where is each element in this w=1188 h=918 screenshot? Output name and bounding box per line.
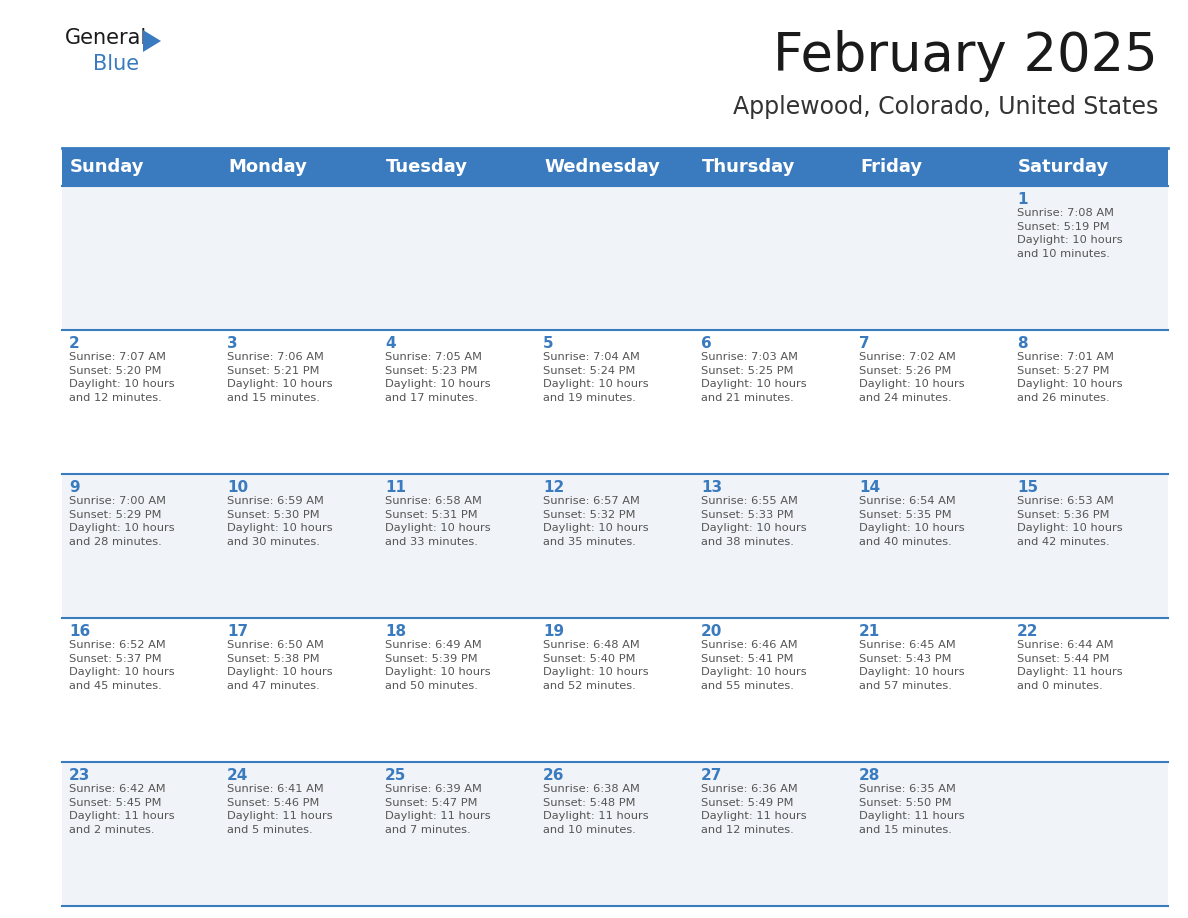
- Text: Sunrise: 7:05 AM
Sunset: 5:23 PM
Daylight: 10 hours
and 17 minutes.: Sunrise: 7:05 AM Sunset: 5:23 PM Dayligh…: [385, 352, 491, 403]
- Text: 6: 6: [701, 336, 712, 351]
- Bar: [62, 148, 1168, 186]
- Text: 20: 20: [701, 624, 722, 639]
- Text: February 2025: February 2025: [773, 30, 1158, 82]
- Text: Sunrise: 6:57 AM
Sunset: 5:32 PM
Daylight: 10 hours
and 35 minutes.: Sunrise: 6:57 AM Sunset: 5:32 PM Dayligh…: [543, 496, 649, 547]
- Text: 4: 4: [385, 336, 396, 351]
- Text: 14: 14: [859, 480, 880, 495]
- Text: 17: 17: [227, 624, 248, 639]
- Text: Saturday: Saturday: [1018, 158, 1110, 176]
- Text: Monday: Monday: [228, 158, 307, 176]
- Text: Wednesday: Wednesday: [544, 158, 659, 176]
- Text: 22: 22: [1017, 624, 1038, 639]
- Text: Blue: Blue: [93, 54, 139, 74]
- Text: 21: 21: [859, 624, 880, 639]
- Text: 16: 16: [69, 624, 90, 639]
- Text: Sunrise: 7:04 AM
Sunset: 5:24 PM
Daylight: 10 hours
and 19 minutes.: Sunrise: 7:04 AM Sunset: 5:24 PM Dayligh…: [543, 352, 649, 403]
- Text: Sunrise: 6:35 AM
Sunset: 5:50 PM
Daylight: 11 hours
and 15 minutes.: Sunrise: 6:35 AM Sunset: 5:50 PM Dayligh…: [859, 784, 965, 834]
- Polygon shape: [143, 30, 162, 52]
- Text: Sunrise: 6:46 AM
Sunset: 5:41 PM
Daylight: 10 hours
and 55 minutes.: Sunrise: 6:46 AM Sunset: 5:41 PM Dayligh…: [701, 640, 807, 691]
- Text: General: General: [65, 28, 147, 48]
- Text: 13: 13: [701, 480, 722, 495]
- Text: 18: 18: [385, 624, 406, 639]
- Text: 12: 12: [543, 480, 564, 495]
- Text: Sunrise: 6:52 AM
Sunset: 5:37 PM
Daylight: 10 hours
and 45 minutes.: Sunrise: 6:52 AM Sunset: 5:37 PM Dayligh…: [69, 640, 175, 691]
- Text: Applewood, Colorado, United States: Applewood, Colorado, United States: [733, 95, 1158, 119]
- Text: Sunrise: 6:41 AM
Sunset: 5:46 PM
Daylight: 11 hours
and 5 minutes.: Sunrise: 6:41 AM Sunset: 5:46 PM Dayligh…: [227, 784, 333, 834]
- Text: 9: 9: [69, 480, 80, 495]
- Text: Sunrise: 6:44 AM
Sunset: 5:44 PM
Daylight: 11 hours
and 0 minutes.: Sunrise: 6:44 AM Sunset: 5:44 PM Dayligh…: [1017, 640, 1123, 691]
- Text: Sunrise: 6:48 AM
Sunset: 5:40 PM
Daylight: 10 hours
and 52 minutes.: Sunrise: 6:48 AM Sunset: 5:40 PM Dayligh…: [543, 640, 649, 691]
- Text: Sunrise: 6:58 AM
Sunset: 5:31 PM
Daylight: 10 hours
and 33 minutes.: Sunrise: 6:58 AM Sunset: 5:31 PM Dayligh…: [385, 496, 491, 547]
- Text: 10: 10: [227, 480, 248, 495]
- Text: Friday: Friday: [860, 158, 922, 176]
- Text: Sunrise: 7:06 AM
Sunset: 5:21 PM
Daylight: 10 hours
and 15 minutes.: Sunrise: 7:06 AM Sunset: 5:21 PM Dayligh…: [227, 352, 333, 403]
- Text: 19: 19: [543, 624, 564, 639]
- Text: 15: 15: [1017, 480, 1038, 495]
- Text: Sunrise: 6:38 AM
Sunset: 5:48 PM
Daylight: 11 hours
and 10 minutes.: Sunrise: 6:38 AM Sunset: 5:48 PM Dayligh…: [543, 784, 649, 834]
- Text: Sunrise: 7:08 AM
Sunset: 5:19 PM
Daylight: 10 hours
and 10 minutes.: Sunrise: 7:08 AM Sunset: 5:19 PM Dayligh…: [1017, 208, 1123, 259]
- Text: Sunrise: 7:07 AM
Sunset: 5:20 PM
Daylight: 10 hours
and 12 minutes.: Sunrise: 7:07 AM Sunset: 5:20 PM Dayligh…: [69, 352, 175, 403]
- Text: Sunrise: 7:00 AM
Sunset: 5:29 PM
Daylight: 10 hours
and 28 minutes.: Sunrise: 7:00 AM Sunset: 5:29 PM Dayligh…: [69, 496, 175, 547]
- Text: Sunrise: 6:55 AM
Sunset: 5:33 PM
Daylight: 10 hours
and 38 minutes.: Sunrise: 6:55 AM Sunset: 5:33 PM Dayligh…: [701, 496, 807, 547]
- Text: Sunrise: 6:49 AM
Sunset: 5:39 PM
Daylight: 10 hours
and 50 minutes.: Sunrise: 6:49 AM Sunset: 5:39 PM Dayligh…: [385, 640, 491, 691]
- Text: Sunrise: 7:02 AM
Sunset: 5:26 PM
Daylight: 10 hours
and 24 minutes.: Sunrise: 7:02 AM Sunset: 5:26 PM Dayligh…: [859, 352, 965, 403]
- Text: 25: 25: [385, 768, 406, 783]
- Text: Sunrise: 6:39 AM
Sunset: 5:47 PM
Daylight: 11 hours
and 7 minutes.: Sunrise: 6:39 AM Sunset: 5:47 PM Dayligh…: [385, 784, 491, 834]
- Text: 8: 8: [1017, 336, 1028, 351]
- Text: 11: 11: [385, 480, 406, 495]
- Text: 2: 2: [69, 336, 80, 351]
- Text: Sunrise: 7:03 AM
Sunset: 5:25 PM
Daylight: 10 hours
and 21 minutes.: Sunrise: 7:03 AM Sunset: 5:25 PM Dayligh…: [701, 352, 807, 403]
- Bar: [62, 474, 1168, 618]
- Text: 28: 28: [859, 768, 880, 783]
- Text: Sunrise: 6:50 AM
Sunset: 5:38 PM
Daylight: 10 hours
and 47 minutes.: Sunrise: 6:50 AM Sunset: 5:38 PM Dayligh…: [227, 640, 333, 691]
- Text: Sunrise: 6:42 AM
Sunset: 5:45 PM
Daylight: 11 hours
and 2 minutes.: Sunrise: 6:42 AM Sunset: 5:45 PM Dayligh…: [69, 784, 175, 834]
- Text: 23: 23: [69, 768, 90, 783]
- Text: 24: 24: [227, 768, 248, 783]
- Text: Sunrise: 6:53 AM
Sunset: 5:36 PM
Daylight: 10 hours
and 42 minutes.: Sunrise: 6:53 AM Sunset: 5:36 PM Dayligh…: [1017, 496, 1123, 547]
- Text: 1: 1: [1017, 192, 1028, 207]
- Text: 27: 27: [701, 768, 722, 783]
- Text: Sunrise: 6:59 AM
Sunset: 5:30 PM
Daylight: 10 hours
and 30 minutes.: Sunrise: 6:59 AM Sunset: 5:30 PM Dayligh…: [227, 496, 333, 547]
- Bar: [62, 186, 1168, 330]
- Text: 7: 7: [859, 336, 870, 351]
- Text: Sunrise: 6:36 AM
Sunset: 5:49 PM
Daylight: 11 hours
and 12 minutes.: Sunrise: 6:36 AM Sunset: 5:49 PM Dayligh…: [701, 784, 807, 834]
- Bar: [62, 618, 1168, 762]
- Text: Sunday: Sunday: [70, 158, 145, 176]
- Bar: [62, 330, 1168, 474]
- Bar: [62, 762, 1168, 906]
- Text: Sunrise: 6:54 AM
Sunset: 5:35 PM
Daylight: 10 hours
and 40 minutes.: Sunrise: 6:54 AM Sunset: 5:35 PM Dayligh…: [859, 496, 965, 547]
- Text: Thursday: Thursday: [702, 158, 796, 176]
- Text: Sunrise: 7:01 AM
Sunset: 5:27 PM
Daylight: 10 hours
and 26 minutes.: Sunrise: 7:01 AM Sunset: 5:27 PM Dayligh…: [1017, 352, 1123, 403]
- Text: 26: 26: [543, 768, 564, 783]
- Text: 5: 5: [543, 336, 554, 351]
- Text: 3: 3: [227, 336, 238, 351]
- Text: Tuesday: Tuesday: [386, 158, 468, 176]
- Text: Sunrise: 6:45 AM
Sunset: 5:43 PM
Daylight: 10 hours
and 57 minutes.: Sunrise: 6:45 AM Sunset: 5:43 PM Dayligh…: [859, 640, 965, 691]
